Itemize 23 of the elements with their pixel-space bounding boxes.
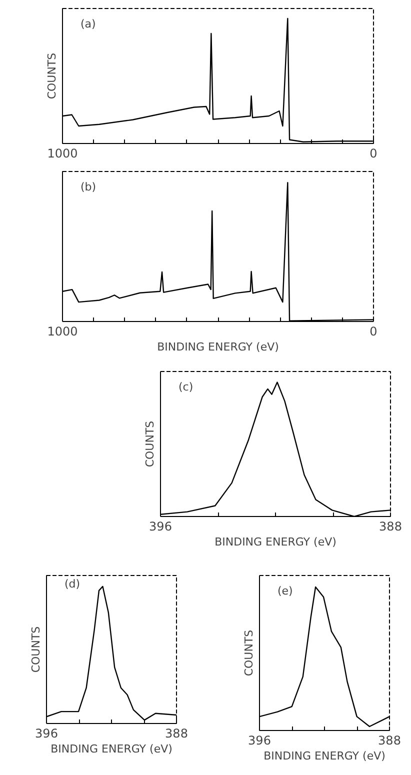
y-axis-title: COUNTS (242, 630, 256, 676)
x-axis-title: BINDING ENERGY (eV) (264, 750, 386, 762)
annotation: (b) (80, 180, 96, 194)
x-axis-title: BINDING ENERGY (eV) (157, 340, 279, 354)
x-tick-label: 0 (370, 146, 378, 160)
x-tick-label: 388 (165, 726, 188, 740)
x-axis-title: BINDING ENERGY (eV) (214, 536, 336, 548)
x-tick-label: 388 (378, 734, 401, 748)
x-tick-label: 1000 (47, 324, 78, 338)
y-axis-title: COUNTS (46, 52, 58, 100)
annotation: (a) (80, 18, 96, 30)
annotation: (e) (278, 584, 293, 598)
x-tick-label: 1000 (47, 146, 78, 160)
annotation: (c) (178, 380, 194, 394)
x-tick-label: 388 (379, 520, 402, 534)
x-tick-label: 396 (35, 726, 58, 740)
x-axis-title: BINDING ENERGY (eV) (50, 742, 172, 756)
x-tick-label: 396 (248, 734, 271, 748)
x-tick-label: 0 (370, 324, 378, 338)
x-tick-label: 396 (149, 520, 172, 534)
annotation: (d) (64, 578, 80, 590)
y-axis-title: COUNTS (30, 626, 42, 673)
y-axis-title: COUNTS (144, 420, 156, 468)
